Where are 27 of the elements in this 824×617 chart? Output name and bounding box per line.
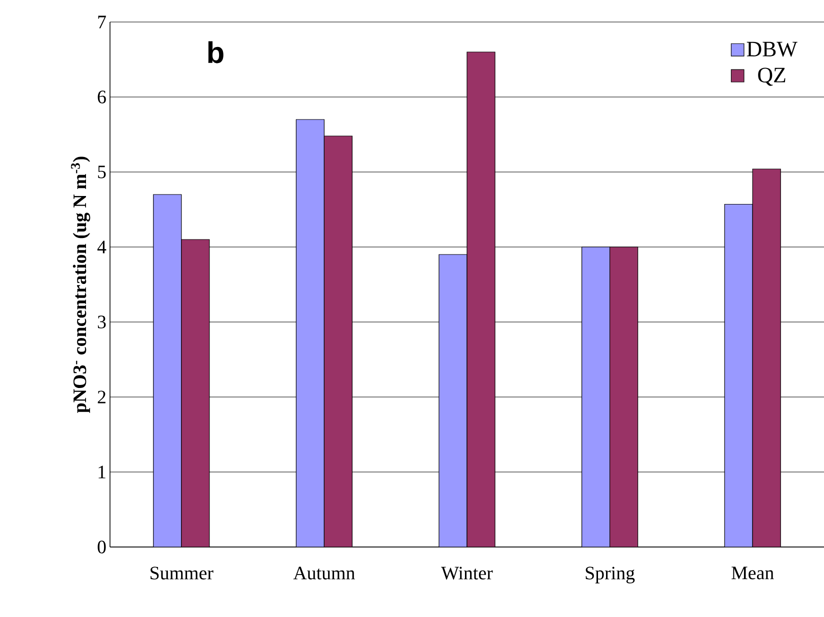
y-axis-title: pNO3$^{-}$ concentration (ug N m$^{-3}$) <box>70 156 90 413</box>
y-tick-label: 3 <box>98 316 106 328</box>
bar <box>466 52 496 547</box>
x-tick-label: Autumn <box>293 566 355 580</box>
y-tick-label: 0 <box>98 540 106 554</box>
bar <box>724 204 753 547</box>
y-tick-label: 2 <box>98 390 106 404</box>
bar <box>181 239 210 547</box>
legend-label: QZ <box>758 68 786 86</box>
legend-label: DBW <box>746 42 798 57</box>
bar <box>153 194 182 547</box>
x-tick-label: Winter <box>441 566 493 580</box>
bar <box>296 119 324 547</box>
annotation: b <box>208 41 224 64</box>
x-tick-label: Summer <box>150 566 214 580</box>
y-tick-label: 1 <box>98 466 106 478</box>
y-tick-label: 4 <box>97 240 106 254</box>
bar <box>324 136 353 547</box>
y-tick-label: 6 <box>98 90 106 104</box>
y-tick-label: 7 <box>98 16 106 28</box>
x-tick-label: Spring <box>586 566 635 584</box>
x-tick-label: Mean <box>732 566 774 580</box>
bar <box>582 246 610 547</box>
bar <box>752 168 781 547</box>
bar <box>610 246 638 547</box>
y-tick-label: 5 <box>98 166 106 178</box>
bar <box>438 254 468 547</box>
